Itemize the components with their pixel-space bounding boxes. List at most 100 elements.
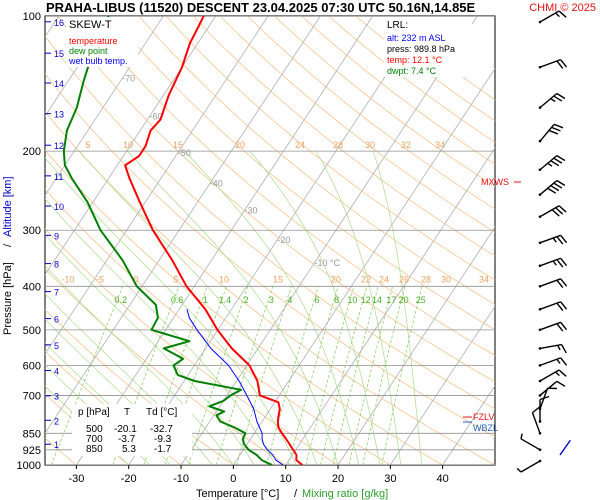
wind-barb-staff	[531, 412, 541, 434]
wind-barb	[538, 123, 564, 143]
wind-barb-full	[558, 369, 567, 377]
wind-barb-full	[560, 357, 568, 366]
isotherm-label: -30	[245, 205, 258, 215]
wind-barb-full	[558, 205, 567, 213]
mixing-ratio-label: 20	[399, 295, 409, 305]
isotherm	[390, 305, 495, 465]
altitude-tick-label: 2	[54, 416, 59, 426]
wind-barb-full	[556, 259, 564, 268]
wind-barb-full	[556, 302, 564, 312]
altitude-tick-label: 9	[54, 231, 59, 241]
isotherm	[45, 16, 321, 435]
x-tick-label: 0	[230, 473, 236, 485]
wind-barb-full	[553, 182, 563, 189]
wind-barb-half	[520, 433, 523, 439]
dry-adiabat	[57, 16, 495, 383]
wind-barb-full	[532, 406, 541, 414]
sounding-table: p [hPa] T Td [°C] 500 -20.1 -32.7 700 -3…	[72, 404, 192, 456]
altitude-tick-label: 12	[54, 141, 64, 151]
wind-barb-half	[552, 260, 557, 266]
altitude-tick-label: 8	[54, 260, 59, 270]
isotherm	[45, 16, 112, 117]
x-tick-label: -30	[68, 473, 84, 485]
x-tick-label: 10	[280, 473, 292, 485]
adiabat-label: 15	[273, 274, 283, 284]
dry-adiabat	[219, 16, 495, 233]
fzlv-label: FZLV	[473, 412, 494, 422]
isotherm	[76, 16, 374, 465]
wind-barb	[538, 234, 568, 245]
wind-barb-dot	[538, 364, 542, 367]
wind-barb-half	[556, 358, 561, 364]
wind-barb	[538, 357, 568, 367]
mixing-ratio-label: 12	[361, 295, 371, 305]
wind-barb-full	[539, 395, 550, 401]
wind-barb-dot	[538, 168, 542, 172]
isotherm	[45, 16, 269, 355]
adiabat-label: 30	[365, 140, 375, 150]
isotherm-label: -60	[149, 111, 162, 121]
dry-adiabat	[247, 16, 495, 210]
wind-barb-full	[556, 155, 566, 162]
wind-barb-dot	[538, 106, 542, 109]
wind-barb	[538, 278, 568, 289]
wind-barb-half	[552, 237, 557, 243]
mixing-ratio-label: 1	[203, 295, 208, 305]
mixing-ratio-label: 17	[386, 295, 396, 305]
adiabat-label: 28	[421, 274, 431, 284]
pressure-tick-label: 200	[23, 146, 41, 158]
wind-barb-full	[556, 279, 564, 289]
wind-barb	[538, 205, 567, 219]
wind-barb-dot	[538, 215, 542, 219]
adiabat-label: 24	[379, 274, 389, 284]
wind-barb-full	[553, 157, 563, 164]
wind-barb-full	[556, 236, 564, 245]
series-lines	[62, 16, 304, 465]
x-tick-label: 40	[437, 473, 449, 485]
mixing-ratio-label: 1.4	[219, 295, 232, 305]
wind-barb-dot	[538, 139, 542, 143]
wind-barb-surface-staff	[559, 439, 571, 456]
y-axis-title: Pressure [hPa] / Altitude [km]	[2, 176, 14, 335]
mixing-ratio-label: 10	[347, 295, 357, 305]
altitude-tick-label: 10	[54, 202, 64, 212]
wind-barb	[538, 10, 567, 24]
adiabat-label: -5	[96, 274, 104, 284]
wind-barb-dot	[538, 307, 542, 311]
adiabat-label: 20	[235, 140, 245, 150]
wind-barb-column	[516, 10, 571, 473]
y-axis-title-altitude: Altitude [km]	[2, 176, 14, 237]
wind-barb-staff	[520, 460, 541, 473]
altitude-tick-label: 7	[54, 288, 59, 298]
wind-barb-full	[548, 129, 559, 135]
wind-barb	[538, 179, 566, 196]
wind-barb-full	[560, 278, 568, 287]
legend-heading: SKEW-T	[69, 19, 112, 31]
mixing-ratio-label: 3	[269, 295, 274, 305]
wind-barb-full	[556, 380, 566, 387]
wind-barb-dot	[538, 394, 542, 397]
mixing-ratio-label: 8	[334, 295, 339, 305]
wind-barb-full	[551, 209, 560, 217]
mixing-ratio-label: 0.2	[115, 295, 128, 305]
isotherm	[45, 16, 217, 276]
legend-temperature: temperature	[69, 36, 118, 46]
wind-barb-dot	[538, 347, 542, 350]
dry-adiabat	[165, 16, 495, 281]
mixing-ratio-label: 2	[244, 295, 249, 305]
wind-barb-full	[560, 321, 568, 331]
isotherm	[128, 16, 426, 465]
table-row-1-td: -9.3	[154, 434, 172, 445]
x-axis-title-temperature: Temperature [°C]	[196, 488, 279, 500]
altitude-tick-label: 3	[54, 392, 59, 402]
wind-barb-half	[550, 98, 556, 103]
wbzl-label: WBZL	[473, 423, 498, 433]
wind-barb-staff	[520, 438, 541, 451]
wind-barb	[538, 155, 566, 172]
wind-barb-dot	[538, 20, 542, 24]
pressure-tick-label: 500	[23, 325, 41, 337]
wind-barb-surface	[559, 439, 571, 456]
isotherm-label: -20	[277, 235, 290, 245]
mxws-label: MXWS	[481, 177, 509, 187]
wind-barb	[538, 257, 568, 268]
